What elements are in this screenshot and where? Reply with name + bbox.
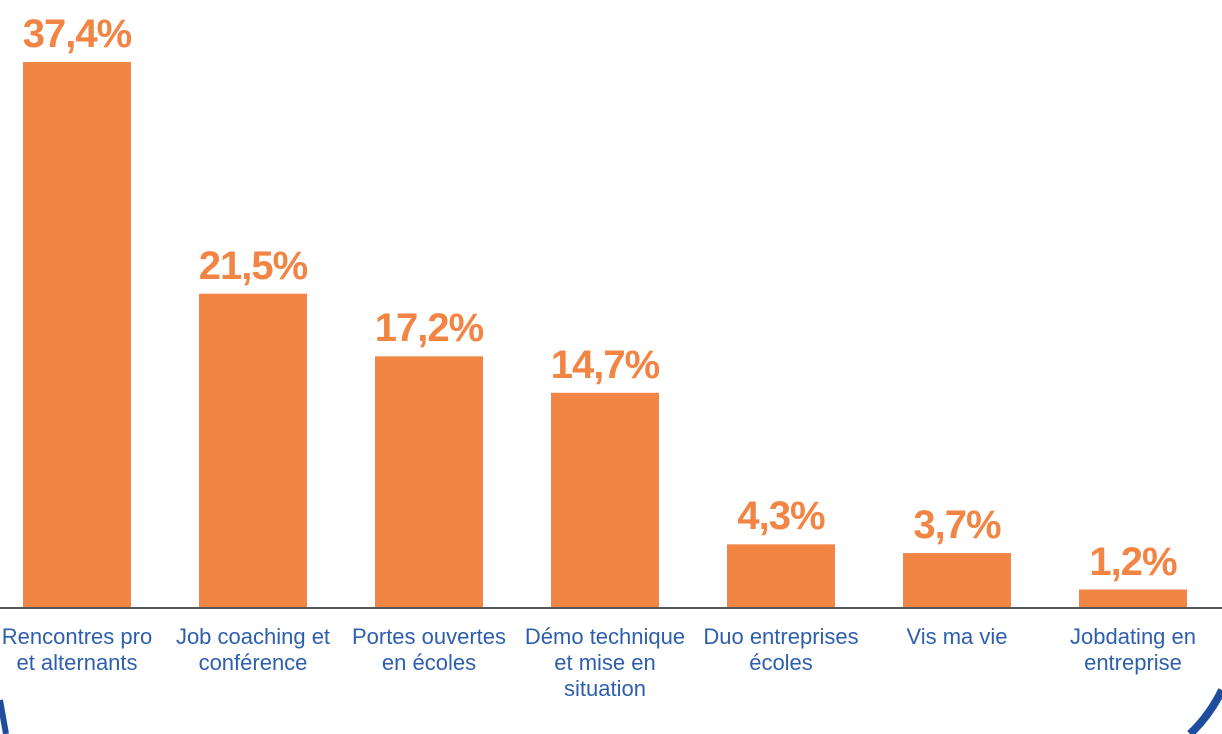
value-label: 1,2% xyxy=(1089,539,1177,584)
category-label: Démo technique et mise en situation xyxy=(524,624,686,701)
category-label: Portes ouvertes en écoles xyxy=(351,624,507,675)
bar xyxy=(199,293,307,607)
category-label: Duo entreprises écoles xyxy=(703,624,859,675)
bar xyxy=(1079,589,1187,607)
category-label: Rencontres pro et alternants xyxy=(1,624,153,675)
category-label: Jobdating en entreprise xyxy=(1070,624,1196,675)
decoration xyxy=(1187,688,1222,734)
value-label: 17,2% xyxy=(374,306,484,351)
value-label: 21,5% xyxy=(198,243,308,288)
decoration xyxy=(0,699,9,734)
value-label: 37,4% xyxy=(22,12,132,56)
bar xyxy=(903,553,1011,607)
value-label: 14,7% xyxy=(550,342,660,387)
category-label: Job coaching et conférence xyxy=(175,624,331,675)
bar xyxy=(551,392,659,607)
bar xyxy=(375,356,483,607)
bar xyxy=(23,62,131,607)
bar xyxy=(727,544,835,607)
category-label: Vis ma vie xyxy=(906,624,1008,649)
value-label: 3,7% xyxy=(913,503,1001,548)
value-label: 4,3% xyxy=(737,494,825,539)
